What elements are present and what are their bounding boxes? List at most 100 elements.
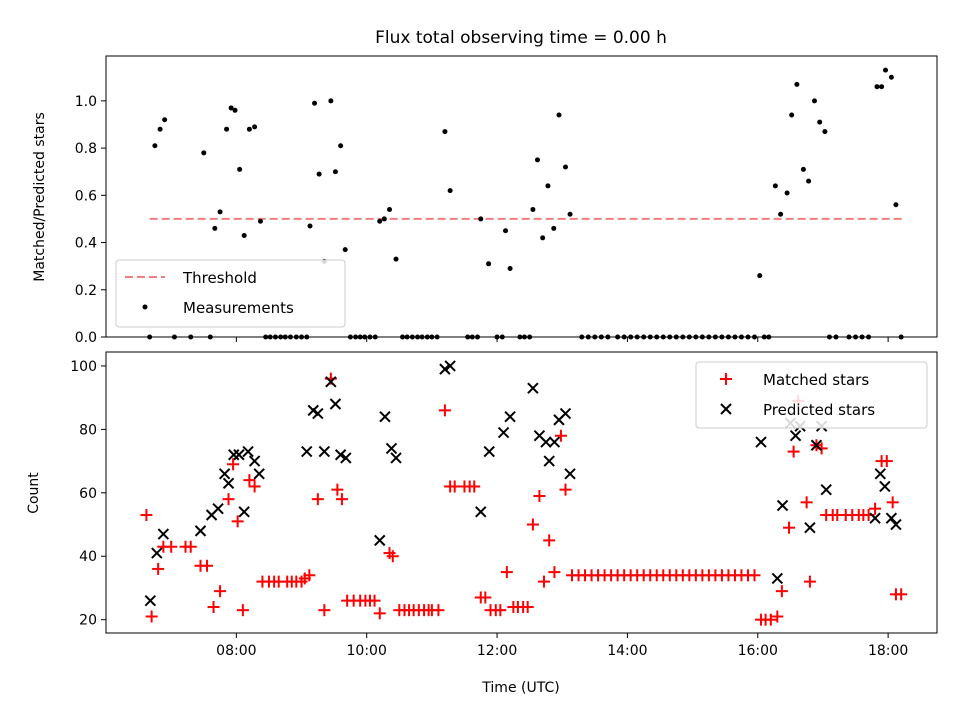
predicted-point-27 bbox=[444, 360, 456, 372]
matched-point-1 bbox=[145, 610, 158, 623]
top-y-ticks: 0.0 0.2 0.4 0.6 0.8 1.0 bbox=[75, 94, 106, 346]
measurement-point-41 bbox=[377, 218, 383, 224]
measurement-point-112 bbox=[811, 98, 817, 104]
matched-point-28 bbox=[318, 604, 331, 617]
predicted-point-26 bbox=[439, 363, 451, 375]
measurement-point-124 bbox=[888, 74, 894, 80]
measurement-point-70 bbox=[545, 183, 551, 189]
measurement-point-5 bbox=[188, 334, 194, 340]
measurement-point-6 bbox=[201, 150, 207, 156]
measurement-point-12 bbox=[232, 107, 238, 113]
predicted-point-47 bbox=[810, 439, 823, 451]
predicted-point-30 bbox=[497, 426, 510, 439]
measurement-point-92 bbox=[693, 334, 699, 340]
bottom-ytick-label-2: 60 bbox=[79, 486, 97, 502]
measurement-point-126 bbox=[898, 334, 904, 340]
matched-point-49 bbox=[432, 604, 445, 617]
bottom-xtick-label-2: 12:00 bbox=[477, 643, 517, 659]
measurement-point-13 bbox=[237, 166, 243, 172]
matched-point-30 bbox=[331, 483, 344, 496]
measurement-point-108 bbox=[789, 112, 795, 118]
predicted-point-2 bbox=[157, 528, 170, 540]
measurement-point-97 bbox=[725, 334, 731, 340]
predicted-point-49 bbox=[820, 483, 832, 496]
bottom-y-ticks: 20 40 60 80 100 bbox=[70, 359, 106, 629]
matched-point-110 bbox=[800, 496, 813, 509]
predicted-point-32 bbox=[527, 382, 539, 394]
predicted-point-36 bbox=[548, 436, 561, 448]
predicted-point-12 bbox=[248, 455, 261, 467]
measurement-point-25 bbox=[299, 334, 305, 340]
measurement-point-35 bbox=[347, 334, 353, 340]
measurement-point-123 bbox=[883, 67, 889, 73]
predicted-point-44 bbox=[789, 430, 802, 442]
measurement-point-4 bbox=[171, 334, 177, 340]
bottom-ytick-label-4: 100 bbox=[70, 359, 97, 375]
measurement-point-52 bbox=[434, 334, 440, 340]
predicted-point-6 bbox=[218, 468, 231, 480]
bottom-ytick-label-0: 20 bbox=[79, 613, 97, 629]
measurement-point-65 bbox=[521, 334, 527, 340]
matched-point-16 bbox=[248, 480, 261, 493]
predicted-point-9 bbox=[233, 449, 245, 461]
measurement-point-37 bbox=[357, 334, 363, 340]
top-ytick-label-2: 0.4 bbox=[75, 236, 97, 252]
bottom-xtick-label-5: 18:00 bbox=[868, 643, 908, 659]
measurement-point-54 bbox=[447, 188, 453, 194]
matched-point-10 bbox=[214, 585, 227, 598]
measurement-point-100 bbox=[745, 334, 751, 340]
measurement-point-66 bbox=[527, 334, 533, 340]
legend-matched-swatch bbox=[720, 373, 732, 385]
legend-predicted-label: Predicted stars bbox=[763, 401, 875, 419]
measurement-point-2 bbox=[157, 126, 163, 132]
measurement-point-91 bbox=[686, 334, 692, 340]
matched-point-13 bbox=[231, 515, 244, 528]
measurement-point-38 bbox=[362, 334, 368, 340]
measurement-point-67 bbox=[530, 206, 536, 212]
predicted-point-42 bbox=[776, 499, 789, 512]
predicted-point-0 bbox=[144, 594, 157, 607]
predicted-point-41 bbox=[771, 572, 784, 585]
top-legend: Threshold Measurements bbox=[115, 259, 346, 328]
predicted-point-8 bbox=[228, 449, 240, 461]
bottom-legend: Matched stars Predicted stars bbox=[695, 361, 928, 429]
top-ytick-label-5: 1.0 bbox=[75, 94, 97, 110]
measurement-point-118 bbox=[853, 334, 859, 340]
matched-point-37 bbox=[368, 594, 381, 607]
matched-point-122 bbox=[869, 502, 882, 515]
matched-point-27 bbox=[311, 493, 324, 506]
measurement-point-115 bbox=[826, 334, 832, 340]
bottom-xtick-label-1: 10:00 bbox=[347, 643, 387, 659]
measurement-point-58 bbox=[478, 216, 484, 222]
measurement-point-82 bbox=[628, 334, 634, 340]
measurement-point-83 bbox=[634, 334, 640, 340]
predicted-point-21 bbox=[340, 452, 352, 464]
matched-point-71 bbox=[554, 429, 567, 442]
measurement-point-110 bbox=[800, 166, 806, 172]
predicted-point-28 bbox=[475, 506, 487, 518]
measurement-point-51 bbox=[429, 334, 435, 340]
measurement-point-121 bbox=[874, 84, 880, 90]
measurement-point-59 bbox=[486, 261, 492, 267]
measurement-point-34 bbox=[342, 247, 348, 253]
measurement-point-26 bbox=[304, 334, 310, 340]
measurement-point-87 bbox=[660, 334, 666, 340]
matched-point-6 bbox=[184, 540, 197, 553]
matched-point-2 bbox=[152, 562, 165, 575]
matched-point-60 bbox=[494, 604, 507, 617]
measurement-point-29 bbox=[316, 171, 322, 177]
measurement-point-32 bbox=[332, 169, 338, 175]
measurement-point-62 bbox=[503, 228, 509, 234]
predicted-point-53 bbox=[885, 512, 898, 524]
measurement-point-10 bbox=[224, 126, 230, 132]
measurement-point-116 bbox=[833, 334, 839, 340]
measurement-point-28 bbox=[312, 100, 318, 106]
measurement-point-90 bbox=[680, 334, 686, 340]
measurement-point-56 bbox=[469, 334, 475, 340]
measurement-point-76 bbox=[585, 334, 591, 340]
matched-point-107 bbox=[783, 521, 796, 534]
measurement-point-1 bbox=[152, 143, 158, 149]
measurement-point-33 bbox=[338, 143, 344, 149]
measurement-point-73 bbox=[562, 164, 568, 170]
measurement-point-101 bbox=[752, 334, 758, 340]
